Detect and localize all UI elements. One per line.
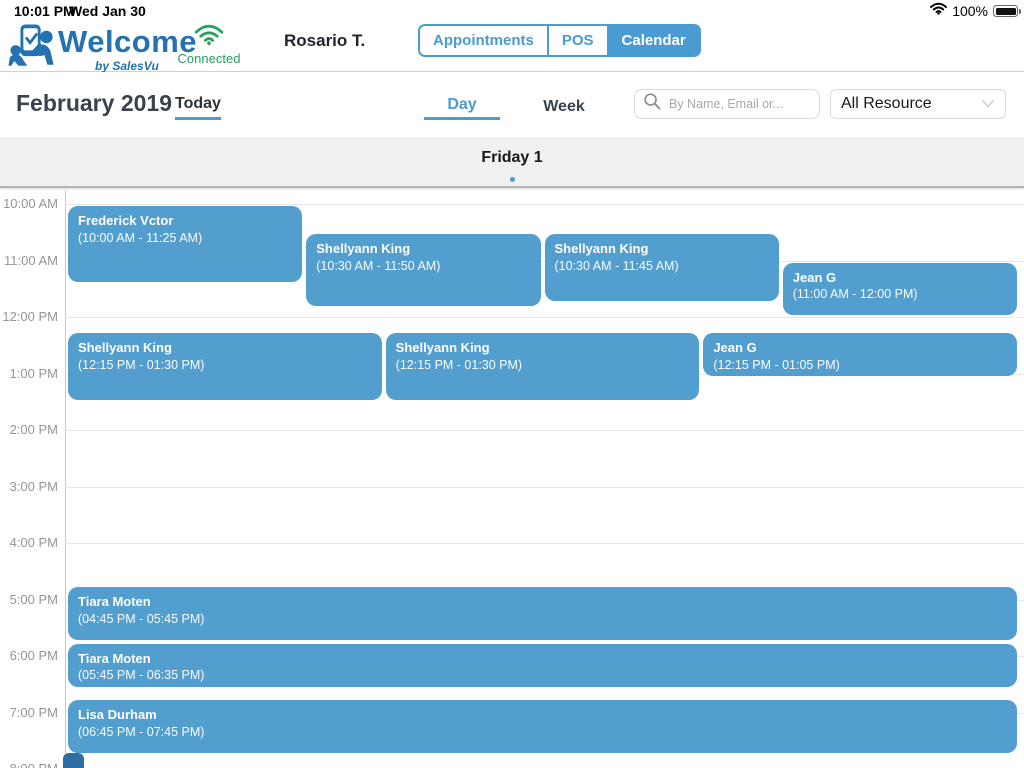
event-time: (12:15 PM - 01:30 PM)	[395, 357, 523, 372]
time-label: 10:00 AM	[3, 196, 58, 211]
search-icon	[643, 92, 662, 116]
user-name[interactable]: Rosario T.	[284, 31, 366, 50]
status-time: 10:01 PM	[14, 3, 75, 19]
event-block[interactable]: Frederick Vctor (10:00 AM - 11:25 AM)	[68, 206, 303, 283]
day-indicator-dot	[510, 177, 515, 182]
resource-filter-value: All Resource	[841, 95, 932, 112]
event-name: Shellyann King	[395, 340, 490, 356]
time-label: 4:00 PM	[9, 535, 58, 550]
time-label: 7:00 PM	[9, 704, 58, 720]
view-tab-day[interactable]: Day	[424, 93, 500, 120]
time-label: 11:00 AM	[4, 252, 58, 268]
day-header-label: Friday 1	[481, 149, 543, 166]
battery-icon	[993, 5, 1021, 17]
time-label: 12:00 PM	[2, 309, 58, 324]
event-time: (12:15 PM - 01:05 PM)	[713, 357, 840, 372]
time-label: 2:00 PM	[9, 422, 58, 437]
view-tab-week[interactable]: Week	[538, 93, 590, 120]
search-box[interactable]	[634, 89, 830, 119]
status-bar: 10:01 PM Wed Jan 30 100%	[0, 0, 1024, 22]
event-time: (06:45 PM - 07:45 PM)	[78, 724, 205, 739]
today-button[interactable]: Today	[175, 95, 221, 120]
welcome-logo-icon	[8, 24, 56, 76]
event-name: Shellyann King	[316, 241, 411, 257]
hour-line	[65, 543, 1024, 544]
event-name: Tiara Moten	[78, 650, 151, 666]
wifi-icon	[930, 2, 948, 20]
time-label: 5:00 PM	[9, 591, 58, 607]
calendar-grid: 10:00 AM 11:00 AM 12:00 PM 1:00 PM 2:00 PM 3:…	[0, 190, 1024, 768]
partial-event-block[interactable]	[63, 753, 84, 768]
time-label: 3:00 PM	[9, 478, 58, 494]
status-date: Wed Jan 30	[69, 3, 146, 19]
resource-filter-dropdown[interactable]: All Resource	[830, 89, 1006, 119]
time-label: 1:00 PM	[9, 365, 58, 381]
logo-subtitle: by SalesVu	[95, 59, 159, 73]
battery-percent: 100%	[952, 3, 988, 19]
event-name: Frederick Vctor	[78, 213, 174, 228]
event-block[interactable]: Jean G (11:00 AM - 12:00 PM)	[782, 262, 1017, 315]
hour-line	[65, 317, 1024, 318]
calendar-toolbar: February 2019 Today Day Week All Resourc…	[0, 72, 1024, 138]
month-label: February 2019	[16, 90, 172, 116]
tab-calendar[interactable]: Calendar	[606, 26, 699, 55]
hour-line	[65, 430, 1024, 431]
event-block[interactable]: Shellyann King (12:15 PM - 01:30 PM)	[385, 333, 700, 400]
main-tabs: Appointments POS Calendar	[418, 24, 701, 57]
event-block[interactable]: Shellyann King (10:30 AM - 11:45 AM)	[544, 234, 779, 301]
event-block[interactable]: Lisa Durham (06:45 PM - 07:45 PM)	[68, 700, 1017, 753]
app-header: Welcome by SalesVu Connected Rosario T. …	[0, 22, 1024, 73]
connection-status: Connected	[177, 23, 241, 66]
event-name: Jean G	[713, 340, 757, 356]
tab-pos[interactable]: POS	[546, 26, 607, 55]
event-block[interactable]: Jean G (12:15 PM - 01:05 PM)	[703, 333, 1017, 377]
event-name: Jean G	[792, 269, 837, 285]
chevron-down-icon	[981, 95, 995, 113]
hour-line	[65, 204, 1024, 205]
time-gutter-line	[65, 190, 66, 768]
connected-wifi-icon	[193, 24, 225, 49]
event-block[interactable]: Shellyann King (10:30 AM - 11:50 AM)	[306, 234, 541, 306]
event-block[interactable]: Shellyann King (12:15 PM - 01:30 PM)	[68, 333, 382, 400]
event-time: (11:00 AM - 12:00 PM)	[792, 287, 918, 302]
event-time: (10:30 AM - 11:45 AM)	[554, 258, 679, 273]
hour-line	[65, 486, 1024, 488]
event-block[interactable]: Tiara Moten (04:45 PM - 05:45 PM)	[68, 587, 1017, 640]
search-input[interactable]	[669, 97, 830, 111]
event-name: Lisa Durham	[78, 707, 157, 723]
event-name: Shellyann King	[554, 241, 649, 257]
tab-appointments[interactable]: Appointments	[420, 26, 547, 55]
event-block[interactable]: Tiara Moten (05:45 PM - 06:35 PM)	[68, 643, 1017, 687]
event-time: (05:45 PM - 06:35 PM)	[78, 668, 205, 683]
time-label: 6:00 PM	[9, 648, 58, 663]
event-time: (12:15 PM - 01:30 PM)	[78, 357, 205, 372]
day-header: Friday 1	[0, 138, 1024, 188]
time-label: 8:00 PM	[0, 761, 58, 768]
event-name: Shellyann King	[78, 340, 172, 356]
logo-title: Welcome	[58, 24, 198, 59]
event-time: (10:00 AM - 11:25 AM)	[78, 230, 203, 245]
event-time: (10:30 AM - 11:50 AM)	[316, 258, 441, 273]
connection-status-label: Connected	[177, 51, 241, 66]
event-time: (04:45 PM - 05:45 PM)	[78, 611, 205, 626]
event-name: Tiara Moten	[78, 594, 151, 610]
